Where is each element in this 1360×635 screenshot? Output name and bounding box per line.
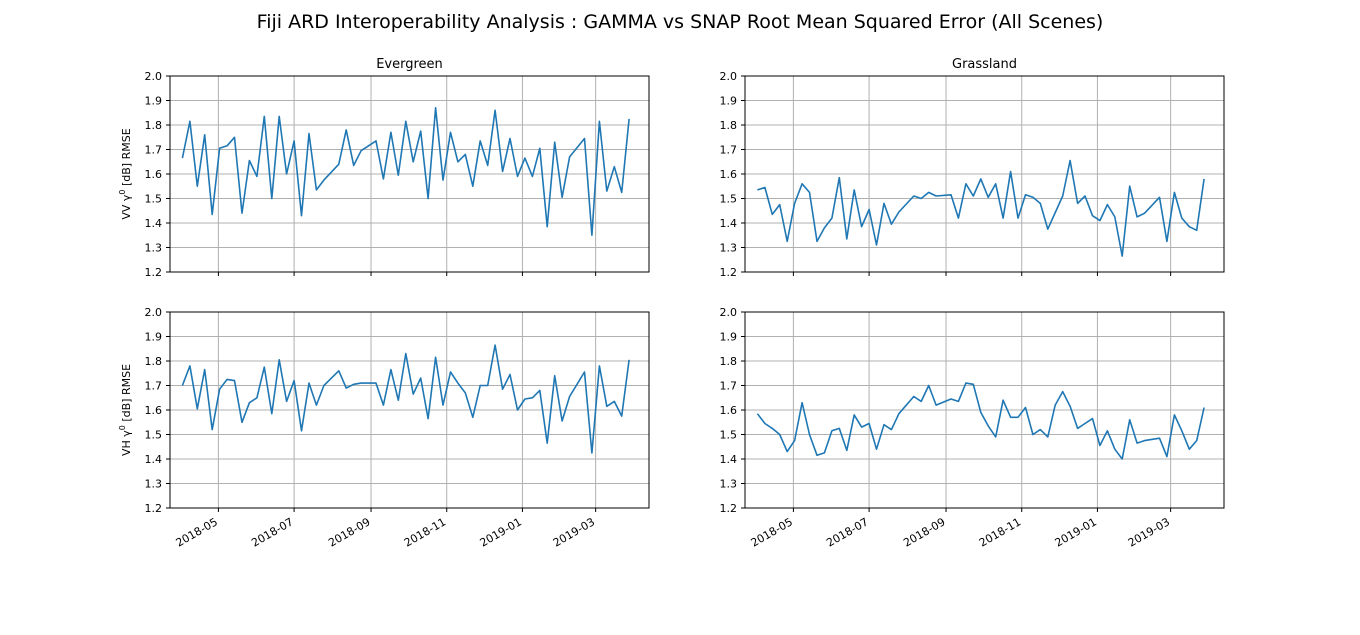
y-tick-label: 2.0 [720,70,738,83]
y-tick-label: 1.5 [145,193,163,206]
y-axis-label: VH γ0 [dB] RMSE [118,364,133,456]
y-tick-label: 2.0 [145,70,163,83]
x-tick-label: 2018-11 [977,515,1023,549]
y-tick-label: 1.2 [720,266,738,279]
y-tick-label: 1.8 [145,119,163,132]
y-tick-label: 1.7 [720,144,738,157]
x-tick-label: 2019-01 [1053,515,1099,549]
y-tick-label: 1.8 [145,355,163,368]
y-tick-label: 1.9 [720,331,738,344]
x-tick-label: 2018-09 [901,515,947,549]
x-tick-label: 2019-01 [478,515,524,549]
y-tick-label: 1.7 [145,144,163,157]
y-tick-label: 1.5 [720,429,738,442]
series-line [757,159,1205,257]
figure-title: Fiji ARD Interoperability Analysis : GAM… [257,11,1104,33]
axes-frame [169,311,650,509]
y-tick-label: 2.0 [720,306,738,319]
subplot-title: Evergreen [376,57,443,72]
y-tick-label: 1.9 [145,331,163,344]
y-tick-label: 1.7 [145,380,163,393]
y-tick-label: 1.8 [720,119,738,132]
x-tick-label: 2019-03 [1126,515,1172,549]
y-tick-label: 1.4 [720,453,738,466]
x-tick-label: 2018-05 [749,515,795,549]
y-tick-label: 1.3 [720,478,738,491]
series-line [756,382,1205,460]
y-tick-label: 1.4 [145,453,163,466]
y-tick-label: 2.0 [145,306,163,319]
subplot-1: 1.2 1.3 1.4 1.5 1.6 1.7 1.8 1.9 2.0 Evergreen VV γ… [118,57,650,279]
x-tick-label: 2018-11 [402,515,448,549]
x-tick-label: 2018-09 [326,515,372,549]
x-tick-label: 2018-07 [249,515,295,549]
axes-frame [744,75,1225,273]
x-tick-label: 2018-07 [824,515,870,549]
y-tick-label: 1.3 [145,242,163,255]
y-tick-label: 1.9 [720,95,738,108]
subplot-2: 1.2 1.3 1.4 1.5 1.6 1.7 1.8 1.9 2.0 Grassland [720,57,1225,279]
x-tick-label: 2018-05 [174,515,220,549]
y-tick-label: 1.6 [145,404,163,417]
subplot-title: Grassland [952,57,1017,72]
y-tick-label: 1.4 [145,217,163,230]
y-tick-label: 1.6 [720,168,738,181]
y-axis-label: VV γ0 [dB] RMSE [118,128,133,219]
y-tick-label: 1.6 [720,404,738,417]
y-tick-label: 1.2 [145,502,163,515]
y-tick-label: 1.7 [720,380,738,393]
subplot-grid: 1.2 1.3 1.4 1.5 1.6 1.7 1.8 1.9 2.0 Evergreen VV γ… [118,57,1225,550]
y-tick-label: 1.5 [720,193,738,206]
y-tick-label: 1.3 [720,242,738,255]
y-tick-label: 1.6 [145,168,163,181]
y-tick-label: 1.9 [145,95,163,108]
x-tick-label: 2019-03 [551,515,597,549]
y-tick-label: 1.2 [720,502,738,515]
y-tick-label: 1.5 [145,429,163,442]
axes-frame [744,311,1225,509]
subplot-3: 2018-05 2018-07 2018-09 2018-11 2019-01 2019-… [118,306,650,550]
y-tick-label: 1.8 [720,355,738,368]
y-tick-label: 1.4 [720,217,738,230]
y-tick-label: 1.3 [145,478,163,491]
axes-frame [169,75,650,273]
series-line [181,107,630,236]
subplot-4: 2018-05 2018-07 2018-09 2018-11 2019-01 2019-… [720,306,1225,550]
y-tick-label: 1.2 [145,266,163,279]
series-line [181,344,630,454]
